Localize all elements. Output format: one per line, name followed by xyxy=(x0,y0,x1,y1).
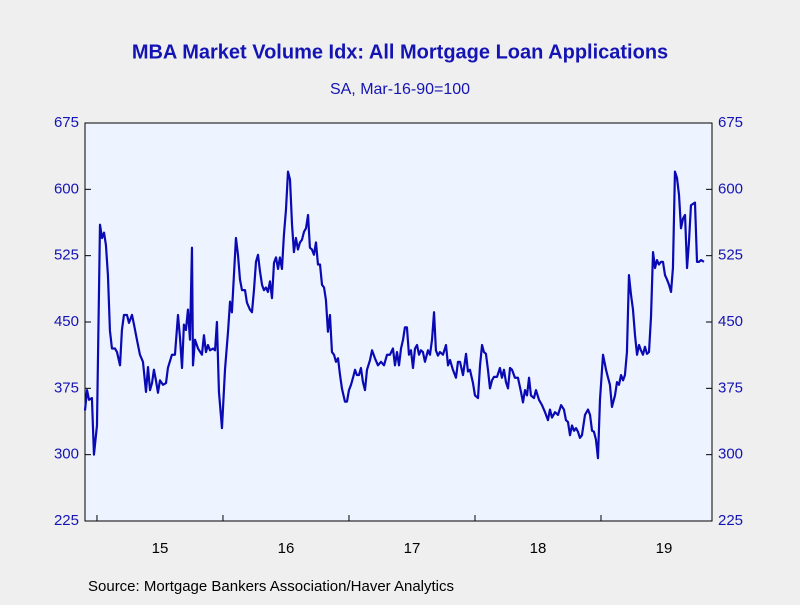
x-tick-label: 18 xyxy=(530,540,547,557)
y-tick-label: 525 xyxy=(54,247,79,264)
x-tick-label: 17 xyxy=(404,540,421,557)
y-tick-label: 225 xyxy=(54,512,79,529)
x-tick-label: 16 xyxy=(278,540,295,557)
data-line xyxy=(83,170,705,460)
chart-subtitle: SA, Mar-16-90=100 xyxy=(330,81,470,98)
y-tick-label: 600 xyxy=(54,180,79,197)
x-tick-label: 15 xyxy=(152,540,169,557)
y2-tick-label: 300 xyxy=(718,446,743,463)
y2-tick-label: 675 xyxy=(718,114,743,131)
y-tick-label: 300 xyxy=(54,446,79,463)
x-tick-label: 19 xyxy=(656,540,673,557)
y2-tick-label: 600 xyxy=(718,180,743,197)
y2-tick-label: 375 xyxy=(718,379,743,396)
y-tick-label: 450 xyxy=(54,313,79,330)
y2-tick-label: 450 xyxy=(718,313,743,330)
y2-tick-label: 225 xyxy=(718,512,743,529)
y-tick-label: 675 xyxy=(54,114,79,131)
source-note: Source: Mortgage Bankers Association/Hav… xyxy=(88,578,454,595)
chart-title: MBA Market Volume Idx: All Mortgage Loan… xyxy=(132,41,668,63)
y-tick-label: 375 xyxy=(54,379,79,396)
y2-tick-label: 525 xyxy=(718,247,743,264)
